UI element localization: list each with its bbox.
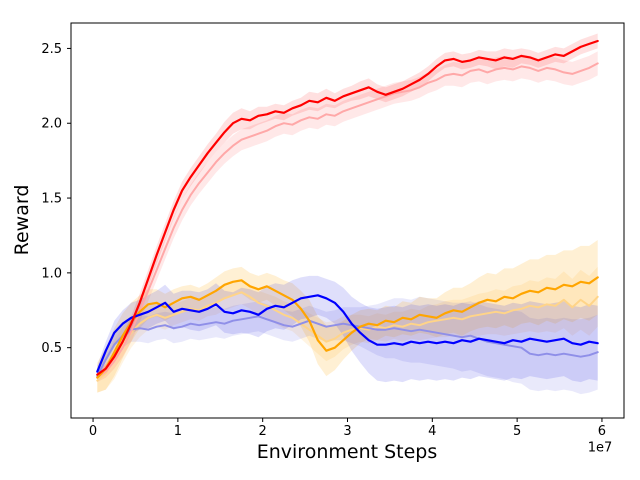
orange-band [97,240,598,393]
y-axis-label: Reward [11,184,33,256]
x-tick-label: 5 [513,424,521,439]
light-blue-line [96,315,599,378]
x-tick-label: 4 [428,424,436,439]
light-red-band [97,51,598,383]
y-tick-label: 1.0 [41,266,62,281]
light-blue-band [97,296,598,395]
x-axis-label: Environment Steps [256,441,438,463]
x-tick-label: 6 [598,424,606,439]
y-tick-label: 2.0 [41,117,62,132]
blue-band [97,275,598,383]
plot-area [96,33,599,395]
x-tick-label: 3 [343,424,351,439]
x-tick-label: 1 [174,424,182,439]
y-tick-label: 0.5 [41,341,62,356]
x-tick-label: 0 [89,424,97,439]
red-line [96,39,599,376]
y-tick-label: 1.5 [41,192,62,207]
x-axis-offset-label: 1e7 [587,440,613,456]
x-tick-label: 2 [259,424,267,439]
blue-line [96,294,599,373]
y-tick-label: 2.5 [41,42,62,57]
light-red-line [96,62,599,379]
light-orange-line [96,291,599,382]
orange-line [96,276,599,379]
